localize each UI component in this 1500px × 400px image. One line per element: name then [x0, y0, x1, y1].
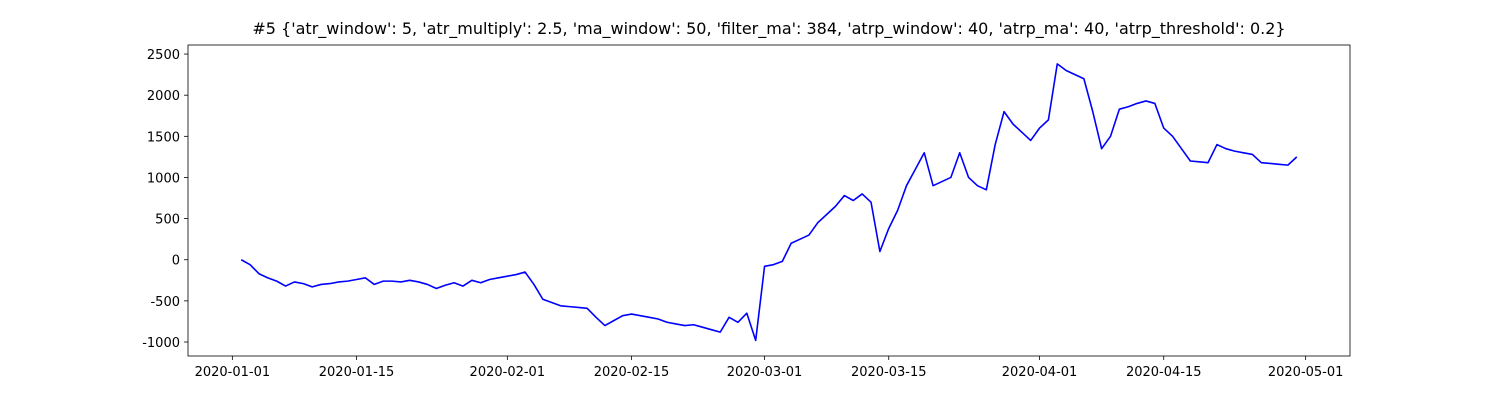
y-tick-label: 0 [172, 254, 180, 269]
y-tick-label: 500 [155, 213, 180, 228]
y-tick-label: -500 [150, 295, 180, 310]
y-tick-label: 1500 [147, 130, 180, 145]
x-tick-label: 2020-02-15 [594, 365, 670, 380]
x-tick-label: 2020-04-15 [1126, 365, 1202, 380]
x-tick-label: 2020-02-01 [470, 365, 546, 380]
plot-frame [187, 44, 1351, 357]
x-tick-label: 2020-01-01 [195, 365, 271, 380]
y-tick-label: -1000 [142, 336, 180, 351]
y-tick-label: 1000 [147, 171, 180, 186]
x-tick-label: 2020-04-01 [1002, 365, 1078, 380]
x-tick-label: 2020-05-01 [1268, 365, 1344, 380]
x-tick-label: 2020-03-01 [727, 365, 803, 380]
y-tick-label: 2000 [147, 89, 180, 104]
line-series [240, 63, 1298, 342]
x-tick-label: 2020-01-15 [319, 365, 395, 380]
y-tick-label: 2500 [147, 48, 180, 63]
x-tick-label: 2020-03-15 [851, 365, 927, 380]
chart-title: #5 {'atr_window': 5, 'atr_multiply': 2.5… [252, 19, 1285, 39]
